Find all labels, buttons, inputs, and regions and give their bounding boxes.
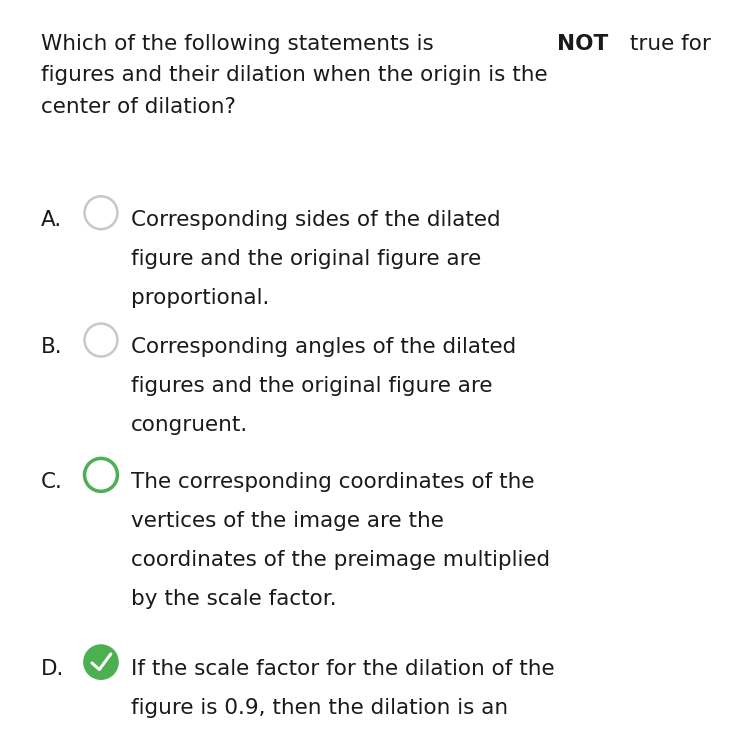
Text: proportional.: proportional.	[131, 288, 269, 308]
Text: by the scale factor.: by the scale factor.	[131, 589, 337, 609]
Text: figures and the original figure are: figures and the original figure are	[131, 376, 492, 396]
Text: NOT: NOT	[557, 34, 608, 54]
Text: figure and the original figure are: figure and the original figure are	[131, 249, 481, 269]
Text: B.: B.	[41, 337, 63, 357]
Ellipse shape	[85, 324, 117, 357]
Text: C.: C.	[41, 472, 63, 492]
Text: figure is 0.9, then the dilation is an: figure is 0.9, then the dilation is an	[131, 698, 508, 718]
Text: true for: true for	[623, 34, 711, 54]
Text: coordinates of the preimage multiplied: coordinates of the preimage multiplied	[131, 550, 550, 570]
Text: Which of the following statements is: Which of the following statements is	[41, 34, 441, 54]
Text: The corresponding coordinates of the: The corresponding coordinates of the	[131, 472, 534, 492]
Text: Corresponding sides of the dilated: Corresponding sides of the dilated	[131, 210, 500, 230]
Ellipse shape	[85, 646, 117, 679]
Text: congruent.: congruent.	[131, 415, 248, 435]
Text: Corresponding angles of the dilated: Corresponding angles of the dilated	[131, 337, 516, 357]
Ellipse shape	[85, 458, 117, 491]
Text: A.: A.	[41, 210, 62, 230]
Ellipse shape	[85, 196, 117, 229]
Text: figures and their dilation when the origin is the: figures and their dilation when the orig…	[41, 65, 548, 85]
Text: D.: D.	[41, 659, 64, 679]
Text: vertices of the image are the: vertices of the image are the	[131, 511, 444, 531]
Text: If the scale factor for the dilation of the: If the scale factor for the dilation of …	[131, 659, 554, 679]
Text: center of dilation?: center of dilation?	[41, 97, 236, 117]
